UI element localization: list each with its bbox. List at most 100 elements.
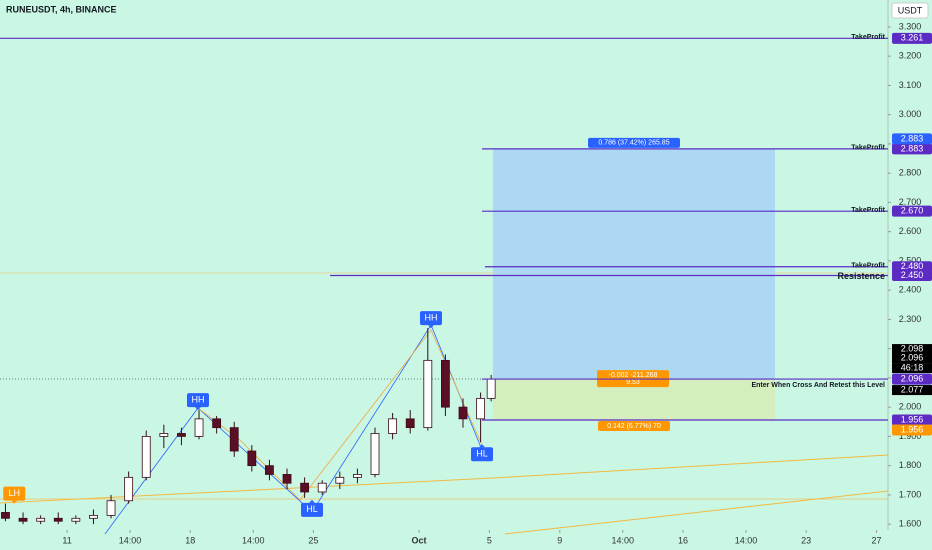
candle-body xyxy=(141,436,151,478)
x-tick-label: 23 xyxy=(801,535,811,545)
y-tick-label: 3.200 xyxy=(899,51,922,61)
pivot-marker xyxy=(3,486,26,501)
axis-tag xyxy=(892,424,932,436)
x-tick-label: Oct xyxy=(412,535,427,545)
candle-body xyxy=(282,474,292,484)
pivot-marker xyxy=(419,311,442,326)
pivot-marker xyxy=(186,393,209,408)
x-tick-label: 14:00 xyxy=(612,535,635,545)
level-tag-label: 2.670 xyxy=(901,206,924,216)
pivot-pointer xyxy=(194,407,201,411)
pivot-pointer xyxy=(479,444,486,448)
y-tick-label: 3.100 xyxy=(899,80,922,90)
candle-body xyxy=(106,500,116,516)
candle-body xyxy=(486,378,496,399)
level-label: TakeProfit xyxy=(851,145,885,152)
candle-body xyxy=(247,450,257,467)
candle-body xyxy=(229,427,239,452)
x-tick-label: 27 xyxy=(872,535,882,545)
pivot-label: HL xyxy=(306,504,318,514)
level-tag-label: 1.956 xyxy=(901,414,924,424)
candle-body xyxy=(423,359,433,429)
level-tag-label: 2.450 xyxy=(901,270,924,280)
candle-body xyxy=(441,359,450,408)
pivot-pointer xyxy=(427,325,434,329)
price-box-label: 46:18 xyxy=(901,362,924,372)
level-tag xyxy=(892,270,932,282)
price-box-label: 2.098 xyxy=(901,343,924,353)
trend-line xyxy=(0,477,494,504)
trend-line xyxy=(504,490,889,535)
candle-body xyxy=(388,418,398,434)
candle-body xyxy=(405,418,415,429)
y-tick-label: 1.600 xyxy=(899,519,922,529)
stop-label: 0.142 (6.77%) 70 xyxy=(607,423,661,430)
y-tick-label: 1.800 xyxy=(899,460,922,470)
y-tick-label: 2.500 xyxy=(899,255,922,265)
x-tick-label: 5 xyxy=(487,535,492,545)
y-tick-label: 3.000 xyxy=(899,109,922,119)
level-tag xyxy=(892,373,932,385)
price-box-cell xyxy=(892,353,932,364)
candle-body xyxy=(370,433,380,475)
level-label: Resistence xyxy=(837,271,885,281)
symbol-title: RUNEUSDT, 4h, BINANCE xyxy=(6,4,117,14)
candle-body xyxy=(300,482,310,493)
currency-box[interactable] xyxy=(891,2,929,19)
target-zone xyxy=(492,148,776,380)
y-tick-label: 2.400 xyxy=(899,285,922,295)
level-label: TakeProfit xyxy=(851,263,885,270)
candle-body xyxy=(265,465,274,475)
price-box-label: 2.077 xyxy=(901,384,924,394)
candle-body xyxy=(1,512,10,519)
y-tick-label: 2.700 xyxy=(899,197,922,207)
x-tick-label: 14:00 xyxy=(119,535,142,545)
price-box-label: 2.096 xyxy=(901,352,924,362)
y-tick-label: 2.000 xyxy=(899,402,922,412)
candle-body xyxy=(89,514,98,519)
x-tick-label: 14:00 xyxy=(735,535,758,545)
y-tick-label: 1.700 xyxy=(899,489,922,499)
price-box-cell xyxy=(892,344,932,355)
level-tag xyxy=(892,261,932,273)
candle-body xyxy=(36,517,46,522)
candle-body xyxy=(194,418,204,437)
y-tick-label: 3.300 xyxy=(899,21,922,31)
pivot-marker xyxy=(471,447,494,462)
level-tag xyxy=(892,143,932,155)
candle-body xyxy=(212,418,222,429)
level-tag xyxy=(892,205,932,217)
stop-label-box xyxy=(598,421,670,432)
currency[interactable]: USDT xyxy=(898,5,923,15)
pivot-label: HH xyxy=(424,313,437,323)
x-tick-label: 14:00 xyxy=(242,535,265,545)
target-label: 0.786 (37.42%) 265.85 xyxy=(598,140,669,147)
level-tag-label: 2.883 xyxy=(901,143,924,153)
entry-sublabel: 9.53 xyxy=(626,379,640,386)
candle-body xyxy=(159,433,169,437)
pivot-marker xyxy=(301,502,324,517)
y-tick-label: 2.800 xyxy=(899,168,922,178)
candle-body xyxy=(71,517,81,522)
target-label-box xyxy=(588,137,680,148)
y-tick-label: 1.900 xyxy=(899,431,922,441)
level-tag xyxy=(892,414,932,426)
axis-tag-label: 2.883 xyxy=(901,133,924,143)
entry-note: Enter When Cross And Retest this Level xyxy=(751,382,885,389)
axis-tag-label: 1.956 xyxy=(901,424,924,434)
level-tag xyxy=(892,32,932,44)
x-tick-label: 9 xyxy=(557,535,562,545)
x-tick-label: 25 xyxy=(308,535,318,545)
candle-body xyxy=(476,397,486,420)
x-tick-label: 16 xyxy=(678,535,688,545)
candle-body xyxy=(53,517,63,522)
candle-body xyxy=(458,406,468,420)
y-tick-label: 2.600 xyxy=(899,226,922,236)
price-box-cell xyxy=(892,385,932,396)
axis-tag xyxy=(892,133,932,145)
level-label: TakeProfit xyxy=(851,34,885,41)
candle-body xyxy=(18,517,28,522)
pivot-pointer xyxy=(11,500,18,504)
